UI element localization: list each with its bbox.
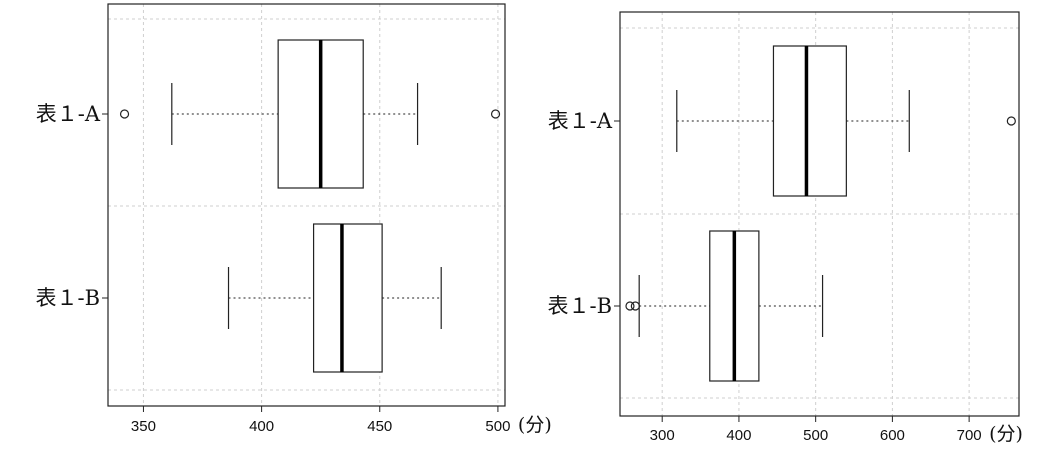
category-label: 表１-B — [35, 286, 100, 310]
x-axis-unit-label: (分) — [518, 414, 552, 436]
outlier-point — [625, 301, 635, 311]
category-label: 表１-B — [547, 294, 612, 318]
plot-frame — [107, 3, 506, 407]
right-boxplot-panel: 300 400 500 600 700 (分) 表１-A 表１-B — [547, 11, 1023, 445]
x-tick-label: 600 — [880, 427, 905, 444]
x-axis-unit-label: (分) — [989, 423, 1023, 445]
outlier-point — [119, 109, 130, 119]
iqr-box — [772, 45, 847, 197]
category-label: 表１-A — [36, 102, 101, 126]
x-tick-label: 400 — [726, 427, 751, 444]
category-label: 表１-A — [548, 109, 613, 133]
outlier-point — [1006, 116, 1016, 126]
x-tick-label: 350 — [131, 418, 156, 435]
outlier-point — [630, 301, 640, 311]
x-tick-label: 500 — [803, 427, 828, 444]
outlier-point — [490, 109, 501, 119]
x-tick-label: 500 — [485, 418, 510, 435]
x-tick-label: 700 — [957, 427, 982, 444]
left-boxplot-panel: 350 400 450 500 (分) 表１-A 表１-B — [35, 3, 552, 436]
plot-frame — [619, 11, 1020, 417]
x-tick-label: 300 — [650, 427, 675, 444]
x-tick-label: 450 — [367, 418, 392, 435]
iqr-box — [312, 223, 383, 373]
x-tick-label: 400 — [249, 418, 274, 435]
